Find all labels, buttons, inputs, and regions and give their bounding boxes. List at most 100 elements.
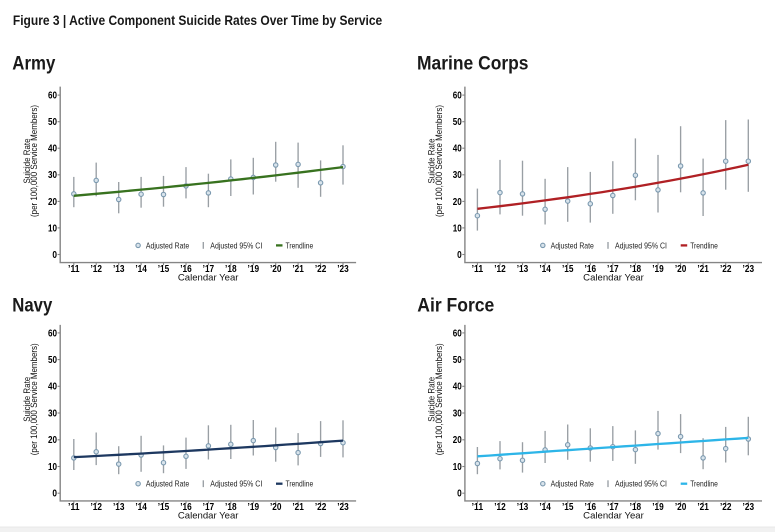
svg-text:’19: ’19: [652, 264, 664, 275]
svg-text:’17: ’17: [607, 502, 619, 513]
svg-text:50: 50: [48, 355, 57, 366]
svg-text:’16: ’16: [585, 502, 597, 513]
svg-text:10: 10: [453, 223, 462, 234]
svg-text:30: 30: [453, 170, 462, 181]
svg-text:’18: ’18: [630, 502, 642, 513]
svg-text:’19: ’19: [652, 502, 664, 513]
svg-text:Suicide Rate: Suicide Rate: [22, 377, 33, 422]
svg-text:30: 30: [48, 170, 57, 181]
svg-text:(per 100,000 Service Members): (per 100,000 Service Members): [29, 343, 40, 455]
svg-text:’23: ’23: [743, 264, 755, 275]
svg-text:’23: ’23: [337, 502, 349, 513]
svg-text:0: 0: [52, 250, 57, 261]
svg-text:’13: ’13: [517, 502, 529, 513]
svg-text:’14: ’14: [539, 502, 551, 513]
svg-text:Adjusted Rate: Adjusted Rate: [146, 240, 190, 250]
svg-text:30: 30: [453, 408, 462, 419]
svg-text:Air Force: Air Force: [417, 294, 494, 316]
svg-text:Trendline: Trendline: [286, 479, 314, 489]
svg-text:’16: ’16: [180, 502, 192, 513]
svg-text:’13: ’13: [113, 502, 125, 513]
svg-text:’19: ’19: [248, 264, 260, 275]
svg-text:’14: ’14: [135, 502, 147, 513]
svg-text:40: 40: [453, 382, 462, 393]
svg-text:’12: ’12: [494, 502, 506, 513]
svg-text:Adjusted Rate: Adjusted Rate: [551, 479, 595, 489]
svg-text:’11: ’11: [68, 502, 80, 513]
svg-text:’12: ’12: [90, 264, 102, 275]
svg-text:’11: ’11: [68, 264, 80, 275]
svg-text:’13: ’13: [517, 264, 529, 275]
svg-text:’20: ’20: [675, 502, 687, 513]
svg-text:’18: ’18: [225, 264, 237, 275]
svg-text:’21: ’21: [292, 264, 304, 275]
svg-text:60: 60: [48, 328, 57, 339]
svg-text:Army: Army: [12, 53, 55, 75]
svg-text:20: 20: [453, 435, 462, 446]
svg-text:’15: ’15: [562, 264, 574, 275]
svg-text:50: 50: [453, 117, 462, 128]
svg-text:’23: ’23: [743, 502, 755, 513]
svg-text:Adjusted 95% CI: Adjusted 95% CI: [210, 240, 262, 250]
svg-text:’20: ’20: [270, 502, 282, 513]
svg-text:60: 60: [48, 91, 57, 102]
svg-text:Suicide Rate: Suicide Rate: [427, 139, 438, 184]
svg-text:’12: ’12: [90, 502, 102, 513]
svg-text:Suicide Rate: Suicide Rate: [427, 377, 438, 422]
svg-text:Calendar Year: Calendar Year: [178, 511, 239, 522]
svg-text:’18: ’18: [630, 264, 642, 275]
svg-text:10: 10: [453, 462, 462, 473]
svg-text:’16: ’16: [180, 264, 192, 275]
svg-text:Calendar Year: Calendar Year: [583, 511, 644, 522]
svg-text:50: 50: [453, 355, 462, 366]
svg-text:20: 20: [453, 197, 462, 208]
svg-text:40: 40: [453, 144, 462, 155]
svg-text:’20: ’20: [675, 264, 687, 275]
svg-text:’23: ’23: [337, 264, 349, 275]
svg-text:’22: ’22: [315, 502, 327, 513]
svg-text:20: 20: [48, 197, 57, 208]
svg-text:50: 50: [48, 117, 57, 128]
svg-text:20: 20: [48, 435, 57, 446]
svg-text:0: 0: [457, 250, 462, 261]
svg-text:’14: ’14: [135, 264, 147, 275]
svg-text:Adjusted Rate: Adjusted Rate: [551, 240, 595, 250]
svg-text:Adjusted Rate: Adjusted Rate: [146, 479, 190, 489]
svg-text:Trendline: Trendline: [690, 479, 718, 489]
svg-text:’22: ’22: [315, 264, 327, 275]
svg-text:Calendar Year: Calendar Year: [178, 272, 239, 283]
svg-text:0: 0: [457, 489, 462, 500]
svg-text:Trendline: Trendline: [286, 240, 314, 250]
svg-text:Adjusted 95% CI: Adjusted 95% CI: [615, 479, 667, 489]
svg-text:Calendar Year: Calendar Year: [583, 272, 644, 283]
svg-text:’17: ’17: [203, 264, 215, 275]
svg-text:’17: ’17: [607, 264, 619, 275]
svg-text:40: 40: [48, 382, 57, 393]
svg-text:’11: ’11: [472, 502, 484, 513]
svg-text:30: 30: [48, 408, 57, 419]
svg-text:’22: ’22: [720, 502, 732, 513]
svg-text:’16: ’16: [585, 264, 597, 275]
svg-text:’14: ’14: [539, 264, 551, 275]
svg-text:’21: ’21: [697, 502, 709, 513]
svg-text:10: 10: [48, 462, 57, 473]
svg-text:’15: ’15: [158, 264, 170, 275]
svg-text:’12: ’12: [494, 264, 506, 275]
svg-text:Navy: Navy: [12, 295, 52, 317]
svg-text:Adjusted 95% CI: Adjusted 95% CI: [615, 240, 667, 250]
svg-text:Adjusted 95% CI: Adjusted 95% CI: [210, 479, 262, 489]
svg-text:Marine Corps: Marine Corps: [417, 53, 529, 75]
svg-text:’21: ’21: [697, 264, 709, 275]
svg-text:0: 0: [52, 489, 57, 500]
svg-text:’13: ’13: [113, 264, 125, 275]
svg-text:’20: ’20: [270, 264, 282, 275]
svg-text:’11: ’11: [472, 264, 484, 275]
svg-text:’15: ’15: [562, 502, 574, 513]
svg-text:(per 100,000 Service Members): (per 100,000 Service Members): [29, 105, 40, 217]
svg-text:10: 10: [48, 223, 57, 234]
svg-text:’19: ’19: [248, 502, 260, 513]
svg-text:(per 100,000 Service Members): (per 100,000 Service Members): [434, 105, 445, 217]
svg-text:Figure 3 | Active Component Su: Figure 3 | Active Component Suicide Rate…: [13, 12, 382, 28]
svg-text:60: 60: [453, 91, 462, 102]
svg-text:60: 60: [453, 328, 462, 339]
